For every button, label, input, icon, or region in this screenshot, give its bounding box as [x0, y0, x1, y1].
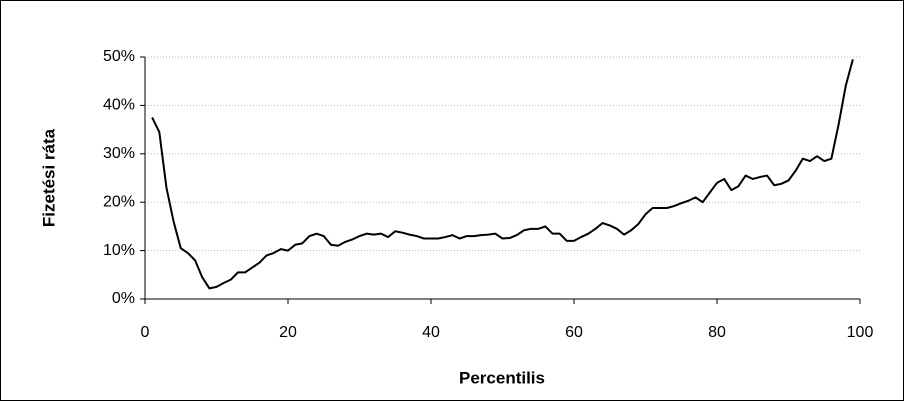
x-tick-label: 60 — [565, 324, 583, 341]
x-tick-label: 0 — [141, 324, 150, 341]
x-tick-label: 20 — [279, 324, 297, 341]
x-tick-label: 40 — [422, 324, 440, 341]
y-tick-label: 20% — [103, 193, 135, 210]
y-tick-label: 50% — [103, 48, 135, 65]
y-tick-label: 30% — [103, 145, 135, 162]
x-axis-title: Percentilis — [459, 368, 545, 387]
x-tick-label: 80 — [708, 324, 726, 341]
line — [151, 59, 854, 290]
y-tick-label: 40% — [103, 97, 135, 114]
y-tick-label: 0% — [112, 290, 135, 307]
x-tick-label: 100 — [847, 324, 874, 341]
y-tick-label: 10% — [103, 242, 135, 259]
y-axis-title: Fizetési ráta — [39, 128, 58, 227]
